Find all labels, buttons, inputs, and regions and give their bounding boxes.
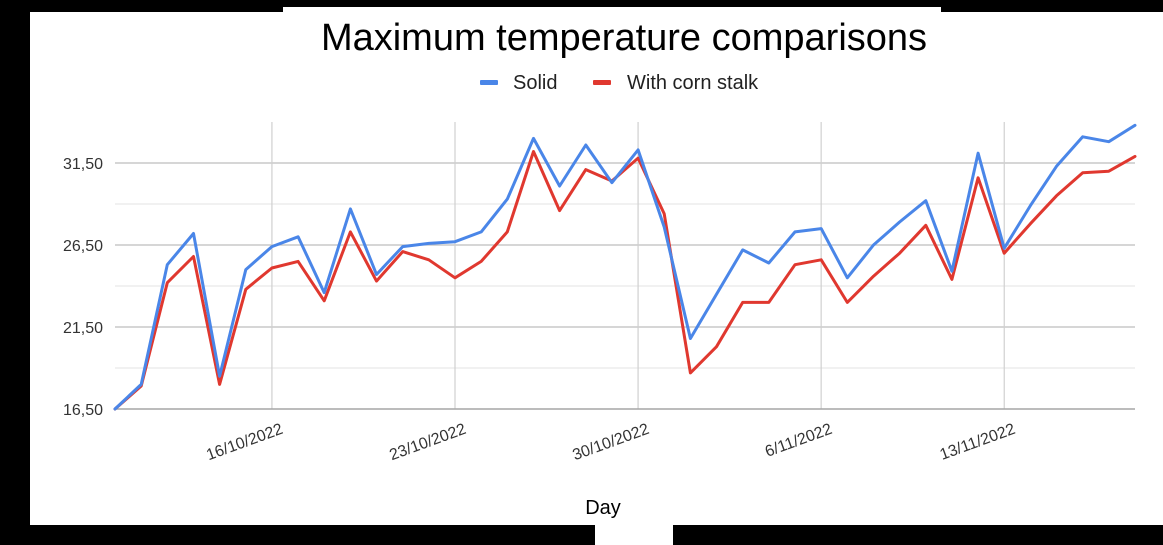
y-tick-label: 21,50 (63, 320, 103, 337)
chart-background-bottom (595, 520, 673, 545)
series-line-corn-stalk (113, 150, 1137, 411)
legend-swatch-corn-stalk (593, 80, 611, 85)
x-axis-title: Day (585, 497, 621, 519)
legend-swatch-solid (480, 80, 498, 85)
y-axis-ticks: 16,50 21,50 26,50 31,50 (63, 156, 103, 419)
legend: Solid With corn stalk (480, 72, 759, 94)
series-lines (113, 123, 1137, 411)
gridlines (115, 122, 1135, 410)
y-tick-label: 16,50 (63, 402, 103, 419)
y-tick-label: 26,50 (63, 238, 103, 255)
legend-label-corn-stalk: With corn stalk (627, 72, 759, 94)
chart-background (30, 12, 1163, 525)
chart-title: Maximum temperature comparisons (321, 17, 927, 59)
y-tick-label: 31,50 (63, 156, 103, 173)
chart-background-top (283, 7, 941, 17)
series-line-solid (113, 123, 1137, 411)
legend-label-solid: Solid (513, 72, 557, 94)
